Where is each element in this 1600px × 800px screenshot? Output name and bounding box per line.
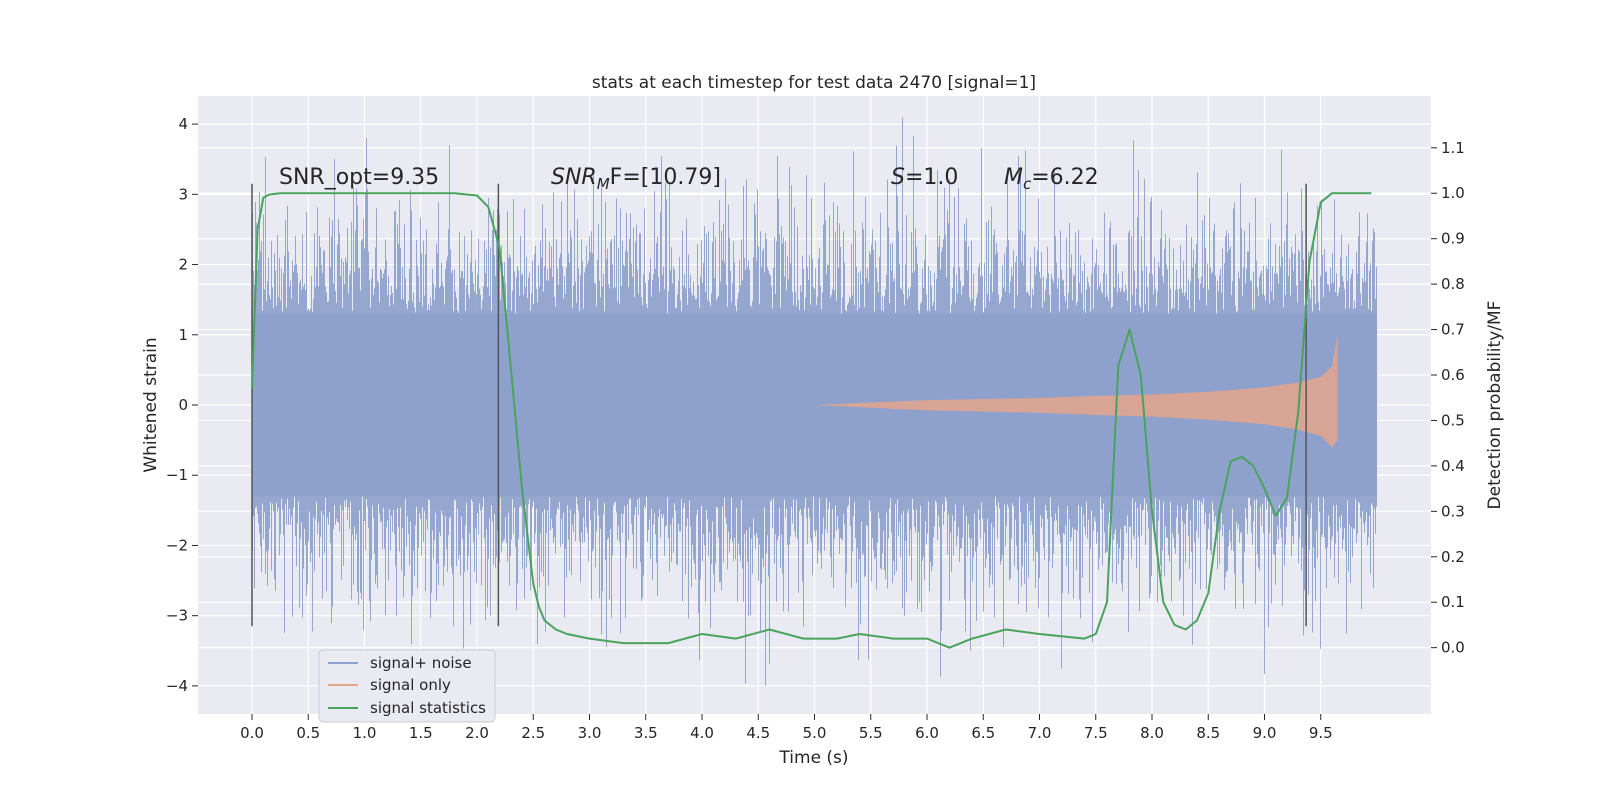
y2-axis-ticks: 1.1 1.0 0.9 0.8 0.7 0.6 0.5 0.4 0.3 0.2 0.1 0.0 (1431, 139, 1465, 657)
tick-label-y2: 0.9 (1441, 230, 1465, 248)
tick-label-x: 8.5 (1196, 724, 1220, 742)
tick-label-x: 9.0 (1253, 724, 1277, 742)
annotation-mc: Mc=6.22 (1004, 165, 1099, 193)
signal-envelope (814, 334, 1338, 448)
y2-axis-label: Detection probability/MF (1485, 301, 1505, 510)
tick-label-y: 0 (178, 396, 188, 414)
tick-label-x: 6.0 (915, 724, 939, 742)
tick-label-y: −2 (166, 536, 188, 554)
tick-label-x: 3.5 (634, 724, 658, 742)
x-axis-label: Time (s) (778, 748, 848, 768)
tick-label-y2: 0.6 (1441, 366, 1465, 384)
tick-label-x: 9.5 (1309, 724, 1333, 742)
tick-label-x: 7.5 (1084, 724, 1108, 742)
tick-label-x: 8.0 (1140, 724, 1164, 742)
tick-label-y2: 1.0 (1441, 184, 1465, 202)
tick-label-x: 1.5 (409, 724, 433, 742)
statistics-line (251, 192, 1372, 649)
tick-label-x: 2.0 (465, 724, 489, 742)
tick-label-x: 4.5 (746, 724, 770, 742)
tick-label-y: 1 (178, 326, 188, 344)
tick-label-x: 5.5 (859, 724, 883, 742)
tick-label-x: 6.5 (971, 724, 995, 742)
tick-label-y2: 0.0 (1441, 639, 1465, 657)
tick-label-y2: 1.1 (1441, 139, 1465, 157)
tick-label-y: −4 (166, 677, 188, 695)
series-signal-only (814, 334, 1338, 448)
y-axis-label: Whitened strain (141, 337, 161, 472)
annotation-snr-mf: SNRMF=[10.79] (551, 165, 721, 193)
tick-label-x: 0.0 (240, 724, 264, 742)
legend: signal+ noise signal only signal statist… (318, 649, 496, 723)
tick-label-x: 0.5 (296, 724, 320, 742)
tick-label-x: 1.0 (353, 724, 377, 742)
legend-label-noise: signal+ noise (370, 654, 472, 672)
legend-box (318, 649, 496, 723)
legend-label-signal: signal only (370, 676, 451, 694)
tick-label-x: 7.0 (1028, 724, 1052, 742)
y-axis-ticks: 4 3 2 1 0 −1 −2 −3 −4 (166, 115, 198, 695)
chart-title: stats at each timestep for test data 247… (592, 73, 1036, 93)
tick-label-y2: 0.2 (1441, 548, 1465, 566)
x-axis-ticks: 0.0 0.5 1.0 1.5 2.0 2.5 3.0 3.5 4.0 4.5 5.0 5.5 6.0 6… (240, 714, 1333, 742)
legend-label-statistics: signal statistics (370, 699, 486, 717)
tick-label-y2: 0.3 (1441, 502, 1465, 520)
annotation-s: S=1.0 (891, 165, 958, 190)
series-signal-statistics (251, 192, 1372, 649)
tick-label-y: 2 (178, 256, 188, 274)
tick-label-x: 4.0 (690, 724, 714, 742)
annotation-snr-opt: SNR_opt=9.35 (279, 165, 439, 190)
tick-label-x: 3.0 (578, 724, 602, 742)
tick-label-x: 2.5 (521, 724, 545, 742)
tick-label-y2: 0.1 (1441, 593, 1465, 611)
vertical-markers (251, 183, 1307, 627)
tick-label-x: 5.0 (803, 724, 827, 742)
tick-label-y: −3 (166, 607, 188, 625)
tick-label-y2: 0.7 (1441, 321, 1465, 339)
tick-label-y2: 0.4 (1441, 457, 1465, 475)
tick-label-y2: 0.8 (1441, 275, 1465, 293)
tick-label-y2: 0.5 (1441, 411, 1465, 429)
tick-label-y: 3 (178, 185, 188, 203)
tick-label-y: 4 (178, 115, 188, 133)
tick-label-y: −1 (166, 466, 188, 484)
